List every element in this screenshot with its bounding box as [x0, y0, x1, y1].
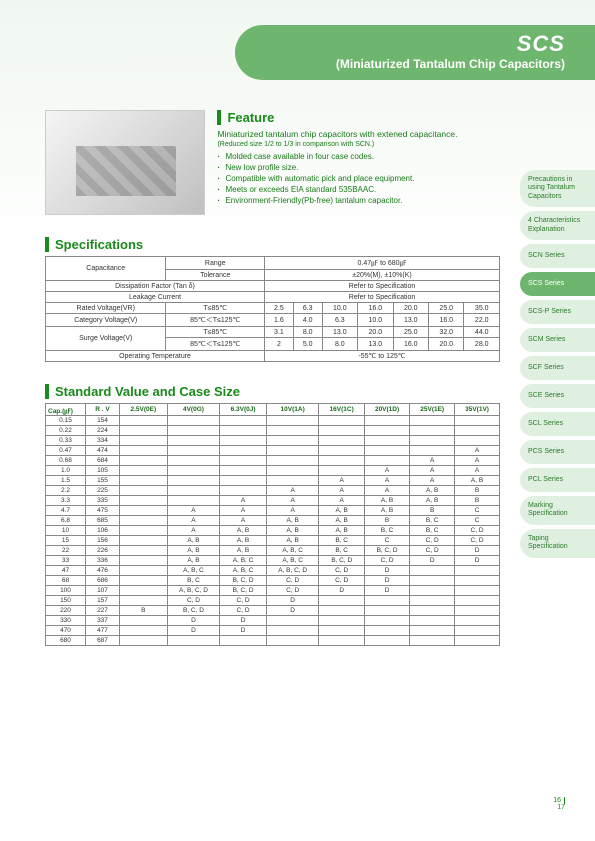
- specs-heading: Specifications: [45, 237, 500, 252]
- table-row: 0.33334: [46, 436, 500, 446]
- table-row: 0.15154: [46, 416, 500, 426]
- header-bar: SCS (Miniaturized Tantalum Chip Capacito…: [235, 25, 595, 80]
- feature-item: Molded case available in four case codes…: [217, 152, 497, 161]
- specs-table: CapacitanceRange0.47㎌ to 680㎌Tolerance±2…: [45, 256, 500, 362]
- table-row: 220227BB, C, DC, DD: [46, 606, 500, 616]
- table-row: 330337DD: [46, 616, 500, 626]
- table-row: 0.22224: [46, 426, 500, 436]
- side-tab[interactable]: Precautions in using Tantalum Capacitors: [520, 170, 595, 207]
- feature-intro: Miniaturized tantalum chip capacitors wi…: [217, 129, 497, 139]
- table-row: 0.68684AA: [46, 456, 500, 466]
- side-tab[interactable]: SCN Series: [520, 244, 595, 268]
- feature-item: New low profile size.: [217, 163, 497, 172]
- feature-note: (Reduced size 1/2 to 1/3 in comparison w…: [217, 141, 497, 148]
- table-row: 3.3335AAAA, BA, BB: [46, 496, 500, 506]
- page-number: 16 17: [553, 797, 565, 811]
- table-row: 100107A, B, C, DB, C, DC, DDD: [46, 586, 500, 596]
- side-tab[interactable]: SCM Series: [520, 328, 595, 352]
- table-row: 150157C, DC, DD: [46, 596, 500, 606]
- table-row: 15156A, BA, BA, BB, CCC, DC, D: [46, 536, 500, 546]
- feature-item: Meets or exceeds EIA standard 535BAAC.: [217, 185, 497, 194]
- side-tab[interactable]: 4 Characteristics Explanation: [520, 211, 595, 240]
- table-row: 0.47474A: [46, 446, 500, 456]
- table-row: 680687: [46, 636, 500, 646]
- page-subtitle: (Miniaturized Tantalum Chip Capacitors): [255, 57, 565, 71]
- table-row: 1.0105AAA: [46, 466, 500, 476]
- feature-item: Environment-Friendly(Pb-free) tantalum c…: [217, 196, 497, 205]
- table-row: 2.2225AAAA, BB: [46, 486, 500, 496]
- table-row: 4.7475AAAA, BA, BBC: [46, 506, 500, 516]
- side-tab[interactable]: SCF Series: [520, 356, 595, 380]
- table-row: 68686B, CB, C, DC, DC, DD: [46, 576, 500, 586]
- table-row: 22226A, BA, BA, B, CB, CB, C, DC, DD: [46, 546, 500, 556]
- side-tab[interactable]: SCL Series: [520, 412, 595, 436]
- side-tab[interactable]: PCL Series: [520, 468, 595, 492]
- product-image: [45, 110, 205, 215]
- side-tab-list: Precautions in using Tantalum Capacitors…: [520, 170, 595, 562]
- feature-item: Compatible with automatic pick and place…: [217, 174, 497, 183]
- feature-heading: Feature: [217, 110, 497, 125]
- table-row: 470477DD: [46, 626, 500, 636]
- table-row: 33336A, BA, B, CA, B, CB, C, DC, DDD: [46, 556, 500, 566]
- values-heading: Standard Value and Case Size: [45, 384, 500, 399]
- page-title: SCS: [255, 31, 565, 57]
- table-row: 47476A, B, CA, B, CA, B, C, DC, DD: [46, 566, 500, 576]
- side-tab[interactable]: PCS Series: [520, 440, 595, 464]
- side-tab[interactable]: SCS-P Series: [520, 300, 595, 324]
- side-tab[interactable]: SCS Series: [520, 272, 595, 296]
- table-row: 1.5155AAAA, B: [46, 476, 500, 486]
- feature-list: Molded case available in four case codes…: [217, 152, 497, 205]
- values-table: Cap.(㎌)R . V2.5V(0E)4V(0G)6.3V(0J)10V(1A…: [45, 403, 500, 646]
- side-tab[interactable]: Taping Specification: [520, 529, 595, 558]
- side-tab[interactable]: Marking Specification: [520, 496, 595, 525]
- table-row: 10106AA, BA, BA, BB, CB, CC, D: [46, 526, 500, 536]
- side-tab[interactable]: SCE Series: [520, 384, 595, 408]
- table-row: 6.8685AAA, BA, BBB, CC: [46, 516, 500, 526]
